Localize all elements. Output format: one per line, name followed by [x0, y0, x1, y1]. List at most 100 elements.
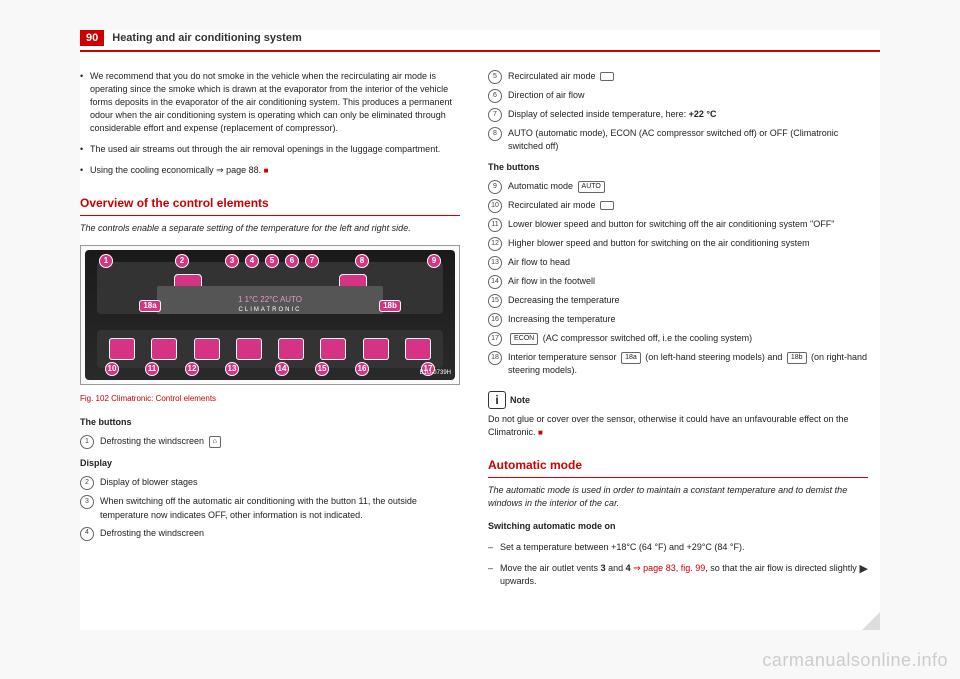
callout-marker: 2 — [175, 254, 189, 268]
sensor-badge: 18a — [621, 352, 641, 364]
end-marker: ■ — [538, 428, 543, 437]
note-row: i Note — [488, 391, 868, 409]
info-icon: i — [488, 391, 506, 409]
bullet-item: •The used air streams out through the ai… — [80, 143, 460, 156]
item-text: Direction of air flow — [508, 89, 868, 103]
item-text: (AC compressor switched off, i.e the coo… — [540, 333, 752, 343]
list-item: 2Display of blower stages — [80, 476, 460, 490]
bullet-text: The used air streams out through the air… — [90, 143, 440, 156]
subheading: The buttons — [488, 161, 868, 174]
callout-marker: 5 — [265, 254, 279, 268]
list-item: 14Air flow in the footwell — [488, 275, 868, 289]
item-text: Display of blower stages — [100, 476, 460, 490]
callout-marker: 18b — [379, 300, 401, 312]
defrost-icon: ⌂ — [209, 436, 221, 448]
list-item: 17ECON (AC compressor switched off, i.e … — [488, 332, 868, 346]
bullet-item: •We recommend that you do not smoke in t… — [80, 70, 460, 135]
callout-marker: 15 — [315, 362, 329, 376]
list-item: 1Defrosting the windscreen ⌂ — [80, 435, 460, 449]
page-link[interactable]: ⇒ page 83, fig. 99 — [631, 563, 706, 573]
item-text: Automatic mode — [508, 181, 573, 191]
section-lead: The automatic mode is used in order to m… — [488, 484, 868, 510]
item-text: Air flow in the footwell — [508, 275, 868, 289]
item-text: Air flow to head — [508, 256, 868, 270]
right-column: 5Recirculated air mode 6Direction of air… — [488, 70, 868, 596]
callout-marker: 13 — [225, 362, 239, 376]
note-label: Note — [510, 394, 530, 407]
callout-marker: 7 — [305, 254, 319, 268]
bullet-text: We recommend that you do not smoke in th… — [90, 70, 460, 135]
item-text: When switching off the automatic air con… — [100, 495, 460, 521]
callout-marker: 6 — [285, 254, 299, 268]
subheading: Display — [80, 457, 460, 470]
list-item: 12Higher blower speed and button for swi… — [488, 237, 868, 251]
left-column: •We recommend that you do not smoke in t… — [80, 70, 460, 596]
bullet-text: Using the cooling economically ⇒ page 88… — [90, 165, 261, 175]
item-text: AUTO (automatic mode), ECON (AC compress… — [508, 127, 868, 153]
list-item: 18Interior temperature sensor 18a (on le… — [488, 351, 868, 377]
item-text: Decreasing the temperature — [508, 294, 868, 308]
sensor-badge: 18b — [787, 352, 807, 364]
callout-marker: 1 — [99, 254, 113, 268]
callout-marker: 14 — [275, 362, 289, 376]
bullet-item: •Using the cooling economically ⇒ page 8… — [80, 164, 460, 177]
watermark: carmanualsonline.info — [762, 650, 948, 671]
callout-marker: 11 — [145, 362, 159, 376]
note-text: Do not glue or cover over the sensor, ot… — [488, 413, 868, 439]
section-title: Automatic mode — [488, 457, 868, 477]
item-text: Interior temperature sensor — [508, 352, 619, 362]
list-item: 9Automatic mode AUTO — [488, 180, 868, 194]
econ-key: ECON — [510, 333, 538, 345]
list-item: 15Decreasing the temperature — [488, 294, 868, 308]
figure-caption: Fig. 102 Climatronic: Control elements — [80, 393, 460, 405]
callout-marker: 4 — [245, 254, 259, 268]
item-text: Increasing the temperature — [508, 313, 868, 327]
header-title: Heating and air conditioning system — [112, 32, 301, 44]
item-text: Recirculated air mode — [508, 71, 596, 81]
list-item: 6Direction of air flow — [488, 89, 868, 103]
callout-marker: 16 — [355, 362, 369, 376]
list-item: 13Air flow to head — [488, 256, 868, 270]
page-header: 90 Heating and air conditioning system — [80, 30, 880, 52]
manual-page: 90 Heating and air conditioning system •… — [80, 30, 880, 630]
page-corner — [862, 612, 880, 630]
callout-marker: 12 — [185, 362, 199, 376]
dash-text: Move the air outlet vents — [500, 563, 601, 573]
list-item: 16Increasing the temperature — [488, 313, 868, 327]
list-item: 5Recirculated air mode — [488, 70, 868, 84]
list-item: 10Recirculated air mode — [488, 199, 868, 213]
page-number: 90 — [80, 30, 104, 46]
item-text: Higher blower speed and button for switc… — [508, 237, 868, 251]
callout-marker: 8 — [355, 254, 369, 268]
list-item: 3When switching off the automatic air co… — [80, 495, 460, 521]
item-text: Lower blower speed and button for switch… — [508, 218, 868, 232]
end-marker: ■ — [264, 166, 269, 175]
recirculate-icon — [600, 201, 614, 210]
callout-marker: 10 — [105, 362, 119, 376]
callout-marker: 18a — [139, 300, 161, 312]
recirculate-icon — [600, 72, 614, 81]
callout-marker: 9 — [427, 254, 441, 268]
continue-arrow-icon: ▶ — [860, 562, 868, 588]
climatronic-label: CLIMATRONIC — [239, 306, 302, 315]
dash-item: –Set a temperature between +18°C (64 °F)… — [488, 541, 868, 554]
item-text: Defrosting the windscreen — [100, 436, 204, 446]
subheading: Switching automatic mode on — [488, 520, 868, 533]
climatronic-illustration: 1 1°C 22°C AUTO CLIMATRONIC 1 2 3 4 5 6 … — [85, 250, 455, 380]
dash-item: –Move the air outlet vents 3 and 4 ⇒ pag… — [488, 562, 868, 588]
list-item: 11Lower blower speed and button for swit… — [488, 218, 868, 232]
dash-text: Set a temperature between +18°C (64 °F) … — [500, 541, 745, 554]
item-text: Display of selected inside temperature, … — [508, 109, 689, 119]
list-item: 7Display of selected inside temperature,… — [488, 108, 868, 122]
figure-box: 1 1°C 22°C AUTO CLIMATRONIC 1 2 3 4 5 6 … — [80, 245, 460, 385]
item-text: Recirculated air mode — [508, 200, 596, 210]
auto-key: AUTO — [578, 181, 605, 193]
image-code: B1U-0739H — [420, 369, 451, 378]
section-lead: The controls enable a separate setting o… — [80, 222, 460, 235]
list-item: 8AUTO (automatic mode), ECON (AC compres… — [488, 127, 868, 153]
temp-value: +22 °C — [689, 109, 717, 119]
callout-marker: 3 — [225, 254, 239, 268]
list-item: 4Defrosting the windscreen — [80, 527, 460, 541]
dash-text: and — [606, 563, 626, 573]
subheading: The buttons — [80, 416, 460, 429]
